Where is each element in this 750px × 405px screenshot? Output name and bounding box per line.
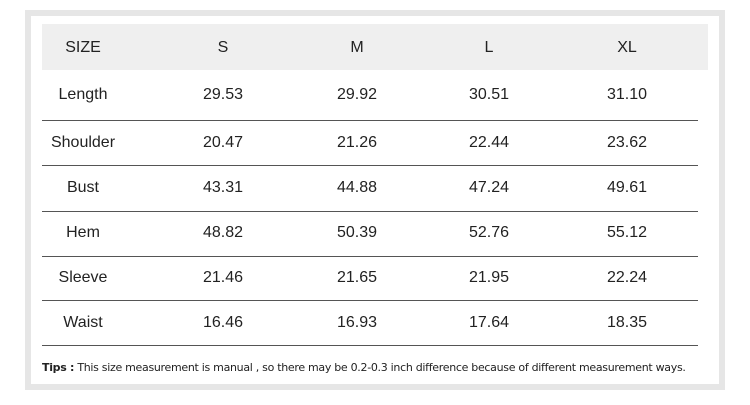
value-cell: 55.12 bbox=[606, 224, 648, 241]
value-cell: 16.46 bbox=[202, 314, 244, 331]
value-cell: 29.92 bbox=[336, 86, 378, 103]
value-cell: 21.26 bbox=[336, 134, 378, 151]
value-cell: 47.24 bbox=[468, 179, 510, 196]
value-cell: 29.53 bbox=[202, 86, 244, 103]
row-separator bbox=[42, 165, 698, 166]
row-label: Length bbox=[58, 86, 108, 103]
header-cell: SIZE bbox=[65, 39, 101, 56]
value-cell: 52.76 bbox=[468, 224, 510, 241]
value-cell: 43.31 bbox=[202, 179, 244, 196]
row-separator bbox=[42, 211, 698, 212]
frame bbox=[25, 10, 725, 390]
header-cell: S bbox=[217, 39, 229, 56]
tips-text: This size measurement is manual , so the… bbox=[77, 361, 686, 374]
tips: Tips : This size measurement is manual ,… bbox=[42, 361, 686, 374]
value-cell: 16.93 bbox=[336, 314, 378, 331]
header-cell: L bbox=[484, 39, 494, 56]
value-cell: 22.24 bbox=[606, 269, 648, 286]
value-cell: 30.51 bbox=[468, 86, 510, 103]
value-cell: 48.82 bbox=[202, 224, 244, 241]
row-separator bbox=[42, 345, 698, 346]
value-cell: 49.61 bbox=[606, 179, 648, 196]
row-separator bbox=[42, 256, 698, 257]
row-label: Hem bbox=[66, 224, 100, 241]
header-background bbox=[42, 24, 708, 70]
value-cell: 44.88 bbox=[336, 179, 378, 196]
value-cell: 31.10 bbox=[606, 86, 648, 103]
tips-label: Tips : bbox=[42, 361, 75, 374]
value-cell: 50.39 bbox=[336, 224, 378, 241]
value-cell: 21.95 bbox=[468, 269, 510, 286]
value-cell: 18.35 bbox=[606, 314, 648, 331]
value-cell: 22.44 bbox=[468, 134, 510, 151]
value-cell: 23.62 bbox=[606, 134, 648, 151]
value-cell: 17.64 bbox=[468, 314, 510, 331]
value-cell: 20.47 bbox=[202, 134, 244, 151]
row-label: Bust bbox=[66, 179, 99, 196]
row-label: Sleeve bbox=[58, 269, 108, 286]
value-cell: 21.46 bbox=[202, 269, 244, 286]
row-separator bbox=[42, 300, 698, 301]
header-cell: M bbox=[350, 39, 364, 56]
value-cell: 21.65 bbox=[336, 269, 378, 286]
header-cell: XL bbox=[617, 39, 637, 56]
row-label: Shoulder bbox=[50, 134, 116, 151]
row-label: Waist bbox=[63, 314, 103, 331]
row-separator bbox=[42, 120, 698, 121]
